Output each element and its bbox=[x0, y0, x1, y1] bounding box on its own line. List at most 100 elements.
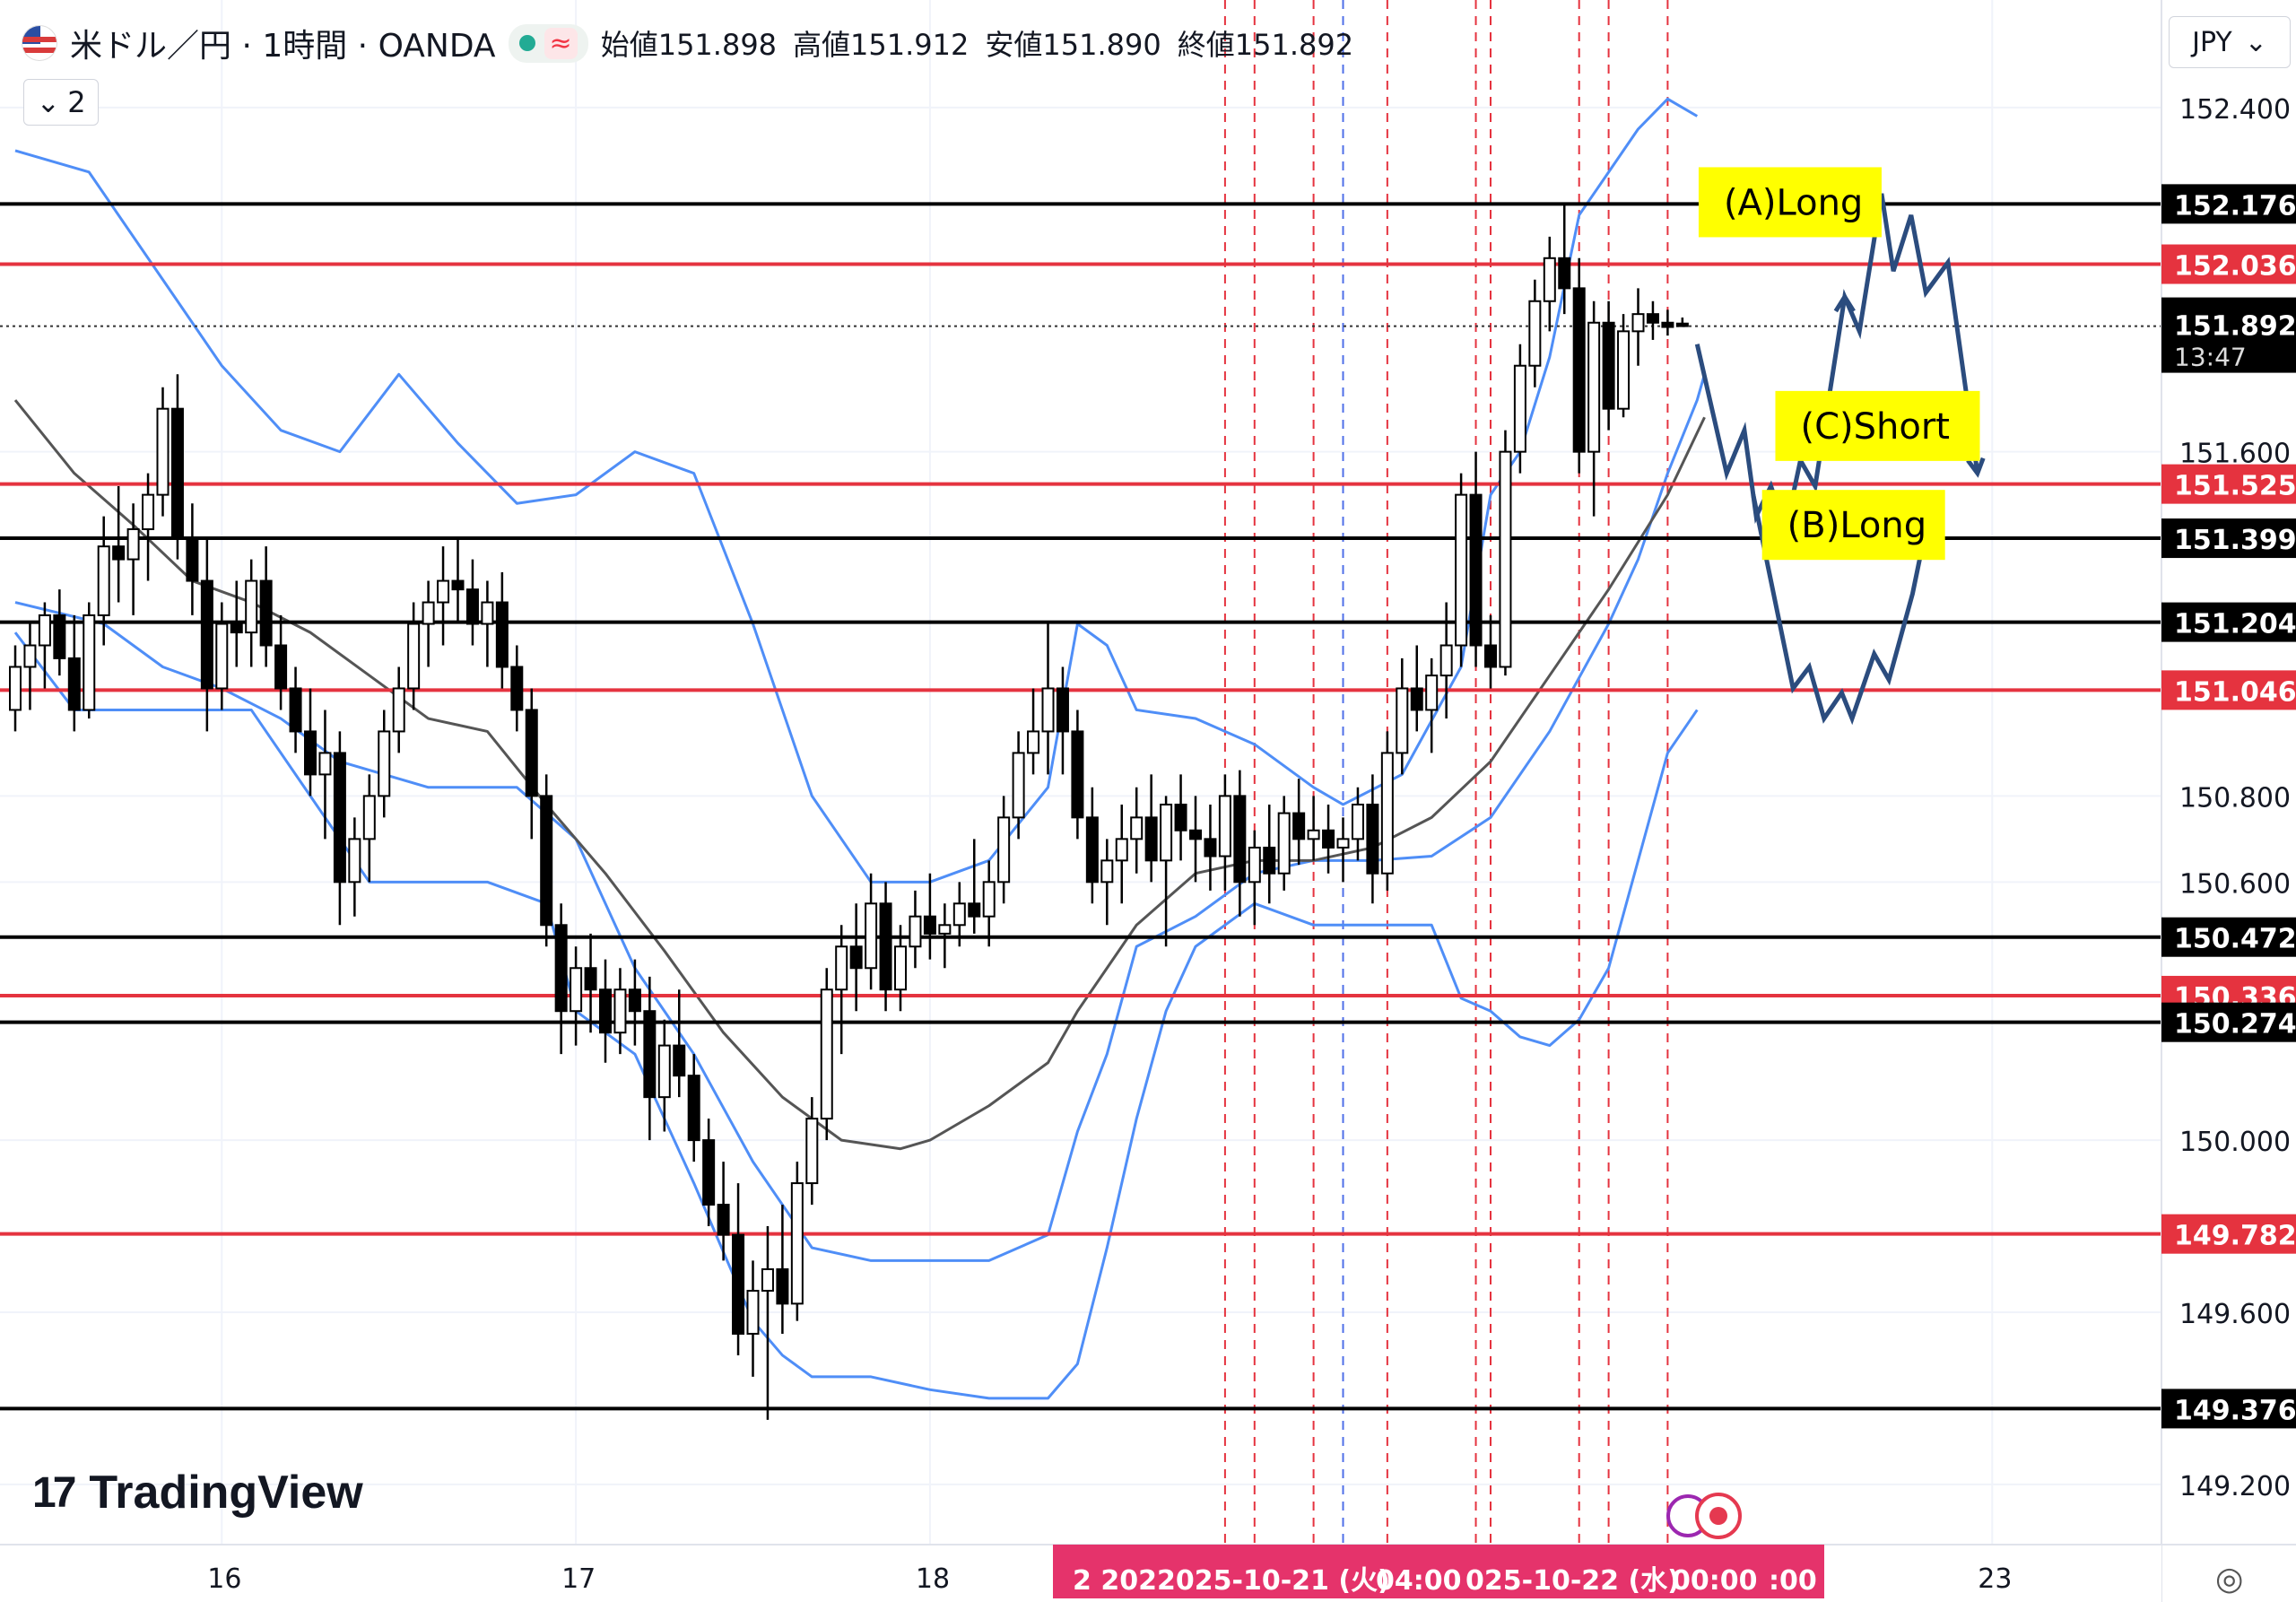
candle-body bbox=[1174, 803, 1187, 831]
time-tick-label: 16 bbox=[207, 1563, 241, 1595]
candle-body bbox=[378, 730, 391, 797]
candle bbox=[23, 623, 37, 710]
candle-body bbox=[1248, 846, 1261, 884]
candle bbox=[422, 580, 435, 667]
level-tag-bg bbox=[2161, 670, 2296, 710]
candle-body bbox=[923, 915, 936, 935]
indicator-toggle-button[interactable]: ⌄ 2 bbox=[23, 79, 99, 126]
candle bbox=[481, 580, 494, 667]
candle-body bbox=[687, 1075, 700, 1142]
level-tag-bg bbox=[2161, 244, 2296, 284]
candle-body bbox=[112, 545, 126, 561]
arrow-head-icon bbox=[1833, 292, 1856, 313]
candle-body bbox=[1189, 829, 1202, 840]
symbol-title[interactable]: 米ドル／円 · 1時間 · OANDA bbox=[70, 28, 496, 65]
candle-body bbox=[1012, 752, 1025, 819]
candle bbox=[245, 559, 258, 667]
level-tag-bg bbox=[2161, 184, 2296, 224]
candle-body bbox=[1396, 687, 1409, 754]
candles bbox=[9, 202, 1689, 1420]
level-price-tag: 151.204 bbox=[2161, 602, 2296, 642]
level-tag-label: 151.399 bbox=[2174, 525, 2296, 556]
candle-body bbox=[333, 752, 346, 884]
candle-body bbox=[200, 579, 213, 690]
candle-body bbox=[952, 902, 966, 927]
chart-settings-icon[interactable]: ◎ bbox=[2215, 1561, 2244, 1598]
candle-body bbox=[1543, 257, 1556, 302]
candle-body bbox=[628, 988, 641, 1013]
bollinger-lower-line bbox=[13, 631, 1699, 1400]
candle-body bbox=[717, 1204, 730, 1236]
candle bbox=[348, 817, 361, 917]
candle-body bbox=[938, 924, 952, 935]
candle-body bbox=[142, 493, 155, 530]
annotation: (B)Long bbox=[1761, 490, 1945, 561]
candle-body bbox=[1115, 838, 1128, 862]
level-price-tag: 152.176 bbox=[2161, 184, 2296, 224]
candle bbox=[126, 503, 140, 615]
candle-body bbox=[525, 709, 538, 797]
candle bbox=[1380, 731, 1394, 891]
candle-body bbox=[1587, 321, 1601, 453]
candle bbox=[304, 688, 317, 797]
level-tag-label: 150.472 bbox=[2174, 924, 2296, 955]
price-tick-label: 150.000 bbox=[2179, 1127, 2291, 1158]
currency-select[interactable]: JPY ⌄ bbox=[2169, 16, 2291, 68]
candle-body bbox=[1027, 730, 1040, 754]
candle bbox=[1439, 602, 1453, 719]
candle bbox=[1543, 236, 1556, 332]
level-price-tag: 149.782 bbox=[2161, 1214, 2296, 1254]
candle bbox=[1675, 317, 1689, 327]
candle-body bbox=[362, 795, 376, 840]
candle bbox=[38, 602, 51, 689]
chevron-down-icon: ⌄ bbox=[36, 85, 61, 119]
candle bbox=[717, 1162, 730, 1261]
projection-line bbox=[1751, 494, 1928, 726]
candle-body bbox=[982, 881, 996, 918]
candle-body bbox=[584, 967, 597, 991]
candle bbox=[1602, 300, 1615, 431]
candle bbox=[378, 710, 391, 818]
candle bbox=[1528, 279, 1542, 387]
candle-body bbox=[1425, 675, 1439, 711]
price-tick-label: 152.400 bbox=[2179, 94, 2291, 126]
level-tag-bg bbox=[2161, 917, 2296, 957]
candle bbox=[1292, 779, 1306, 866]
market-status-pill[interactable]: ≈ bbox=[508, 23, 588, 63]
candle bbox=[1366, 774, 1379, 904]
candle-body bbox=[1646, 313, 1659, 324]
level-tag-label: 150.274 bbox=[2174, 1009, 2296, 1040]
candle bbox=[643, 976, 657, 1141]
record-dot-icon bbox=[1709, 1507, 1727, 1525]
candle bbox=[1248, 830, 1261, 926]
candle-body bbox=[481, 601, 494, 625]
level-tag-bg bbox=[2161, 464, 2296, 504]
annotation-label: (B)Long bbox=[1787, 505, 1926, 546]
candle bbox=[1558, 202, 1571, 315]
candle-body bbox=[643, 1010, 657, 1099]
delayed-data-icon: ≈ bbox=[544, 27, 578, 59]
candle-body bbox=[23, 644, 37, 668]
candle-body bbox=[820, 988, 833, 1120]
candle-body bbox=[1130, 816, 1144, 840]
candle bbox=[982, 860, 996, 947]
tradingview-mark-icon: 17 bbox=[32, 1468, 76, 1517]
tradingview-logo: 17 TradingView bbox=[32, 1466, 363, 1519]
price-tick-label: 149.200 bbox=[2179, 1471, 2291, 1502]
time-tick-label: 18 bbox=[916, 1563, 950, 1595]
candle-body bbox=[1204, 838, 1217, 858]
candle-body bbox=[732, 1233, 745, 1335]
candle bbox=[1351, 787, 1364, 861]
candle-body bbox=[879, 902, 892, 991]
candle bbox=[1661, 309, 1674, 336]
level-price-tag: 150.472 bbox=[2161, 917, 2296, 957]
candle bbox=[1469, 451, 1483, 667]
candle bbox=[790, 1162, 804, 1321]
candle bbox=[495, 571, 509, 689]
time-highlight-label: 2025-10-21 (火) bbox=[1157, 1565, 1390, 1597]
price-axis: 152.400151.600150.800150.600150.000149.6… bbox=[2161, 0, 2296, 1602]
candle bbox=[1160, 796, 1173, 947]
candle bbox=[1425, 657, 1439, 753]
level-price-tag: 149.376 bbox=[2161, 1389, 2296, 1429]
